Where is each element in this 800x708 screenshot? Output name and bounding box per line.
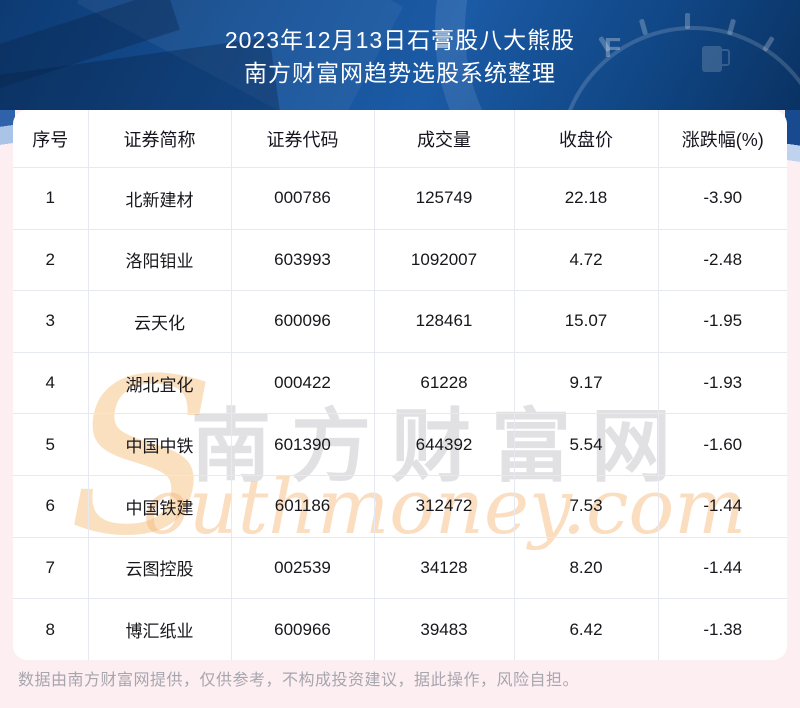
table-cell: 39483 [373,598,514,660]
table-cell: -2.48 [657,228,787,291]
table-cell: -3.90 [657,167,787,230]
table-cell: 4 [13,351,88,414]
table-cell: 中国中铁 [87,413,231,476]
table-cell: 8 [13,598,88,660]
table-cell: 34128 [373,536,514,599]
table-cell: 5 [13,413,88,476]
fuel-pump-icon [702,46,730,72]
table-cell: 8.20 [513,536,658,599]
table-cell: 2 [13,228,88,291]
column-header-4: 成交量 [373,110,514,168]
table-body: 1 北新建材 000786 125749 22.18 -3.90 2 洛阳钼业 603993 10… [13,167,787,660]
column-header-6: 涨跌幅(%) [657,110,787,168]
table-cell: 22.18 [513,167,658,230]
table-cell: -1.44 [657,536,787,599]
banner-title-block: 2023年12月13日石膏股八大熊股 南方财富网趋势选股系统整理 [0,0,800,90]
column-header-2: 证券简称 [87,110,231,168]
table-cell: -1.60 [657,413,787,476]
page-title: 2023年12月13日石膏股八大熊股 [224,27,576,53]
table-row: 7 云图控股 002539 34128 8.20 -1.44 [13,536,787,599]
table-cell: 3 [13,290,88,353]
table-row: 3 云天化 600096 128461 15.07 -1.95 [13,290,787,353]
table-cell: 128461 [373,290,514,353]
column-header-1: 序号 [32,129,69,150]
table-cell: 1 [13,167,88,230]
table-row: 6 中国铁建 601186 312472 7.53 -1.44 [13,474,787,538]
table-cell: 644392 [373,413,514,476]
stock-table: 序号 证券简称 证券代码 成交量 收盘价 涨跌幅(%) 1 北新建材 000786 125749… [13,110,787,660]
table-cell: 61228 [373,351,514,414]
table-cell: 6.42 [513,598,658,660]
table-cell: -1.38 [657,598,787,660]
table-cell: 7.53 [513,474,658,538]
table-cell: 603993 [230,228,374,291]
table-cell: 002539 [230,536,374,599]
table-cell: 湖北宜化 [87,351,231,414]
table-cell: 000422 [230,351,374,414]
table-cell: 1092007 [373,228,514,291]
disclaimer-text: 数据由南方财富网提供，仅供参考，不构成投资建议，据此操作，风险自担。 [18,672,580,689]
table-cell: 5.54 [513,413,658,476]
table-cell: 125749 [373,167,514,230]
table-cell: -1.44 [657,474,787,538]
table-cell: 600966 [230,598,374,660]
table-cell: 洛阳钼业 [87,228,231,291]
table-header-row: 序号 证券简称 证券代码 成交量 收盘价 涨跌幅(%) [13,110,787,168]
table-cell: 601186 [230,474,374,538]
table-cell: 中国铁建 [87,474,231,538]
table-row: 8 博汇纸业 600966 39483 6.42 -1.38 [13,598,787,660]
table-cell: 北新建材 [87,167,231,230]
table-cell: 云天化 [87,290,231,353]
stock-table-card: S 南方财富网 outhmoney.com 序号 证券简称 证券代码 成交量 收盘价 涨跌… [13,110,787,660]
table-cell: 云图控股 [87,536,231,599]
table-cell: 4.72 [513,228,658,291]
page-subtitle: 南方财富网趋势选股系统整理 [244,60,556,86]
table-row: 2 洛阳钼业 603993 1092007 4.72 -2.48 [13,228,787,291]
table-cell: 601390 [230,413,374,476]
table-cell: 9.17 [513,351,658,414]
table-cell: 6 [13,474,88,538]
table-cell: 000786 [230,167,374,230]
table-header: 序号 证券简称 证券代码 成交量 收盘价 涨跌幅(%) [13,110,787,168]
column-header-3: 证券代码 [230,110,374,168]
header-banner: F 2023年12月13日石膏股八大熊股 南方财富网趋势选股系统整理 [0,0,800,110]
banner-edge-left [0,110,15,168]
table-cell: 博汇纸业 [87,598,231,660]
gauge-tick [685,13,690,29]
table-cell: 600096 [230,290,374,353]
table-cell: 312472 [373,474,514,538]
table-cell: 7 [13,536,88,599]
gauge-full-label: F [604,32,622,63]
banner-edge-right [785,110,800,182]
table-row: 4 湖北宜化 000422 61228 9.17 -1.93 [13,351,787,414]
table-row: 1 北新建材 000786 125749 22.18 -3.90 [13,167,787,230]
table-cell: -1.95 [657,290,787,353]
table-cell: 15.07 [513,290,658,353]
column-header-5: 收盘价 [513,110,658,168]
table-cell: -1.93 [657,351,787,414]
table-row: 5 中国中铁 601390 644392 5.54 -1.60 [13,413,787,476]
